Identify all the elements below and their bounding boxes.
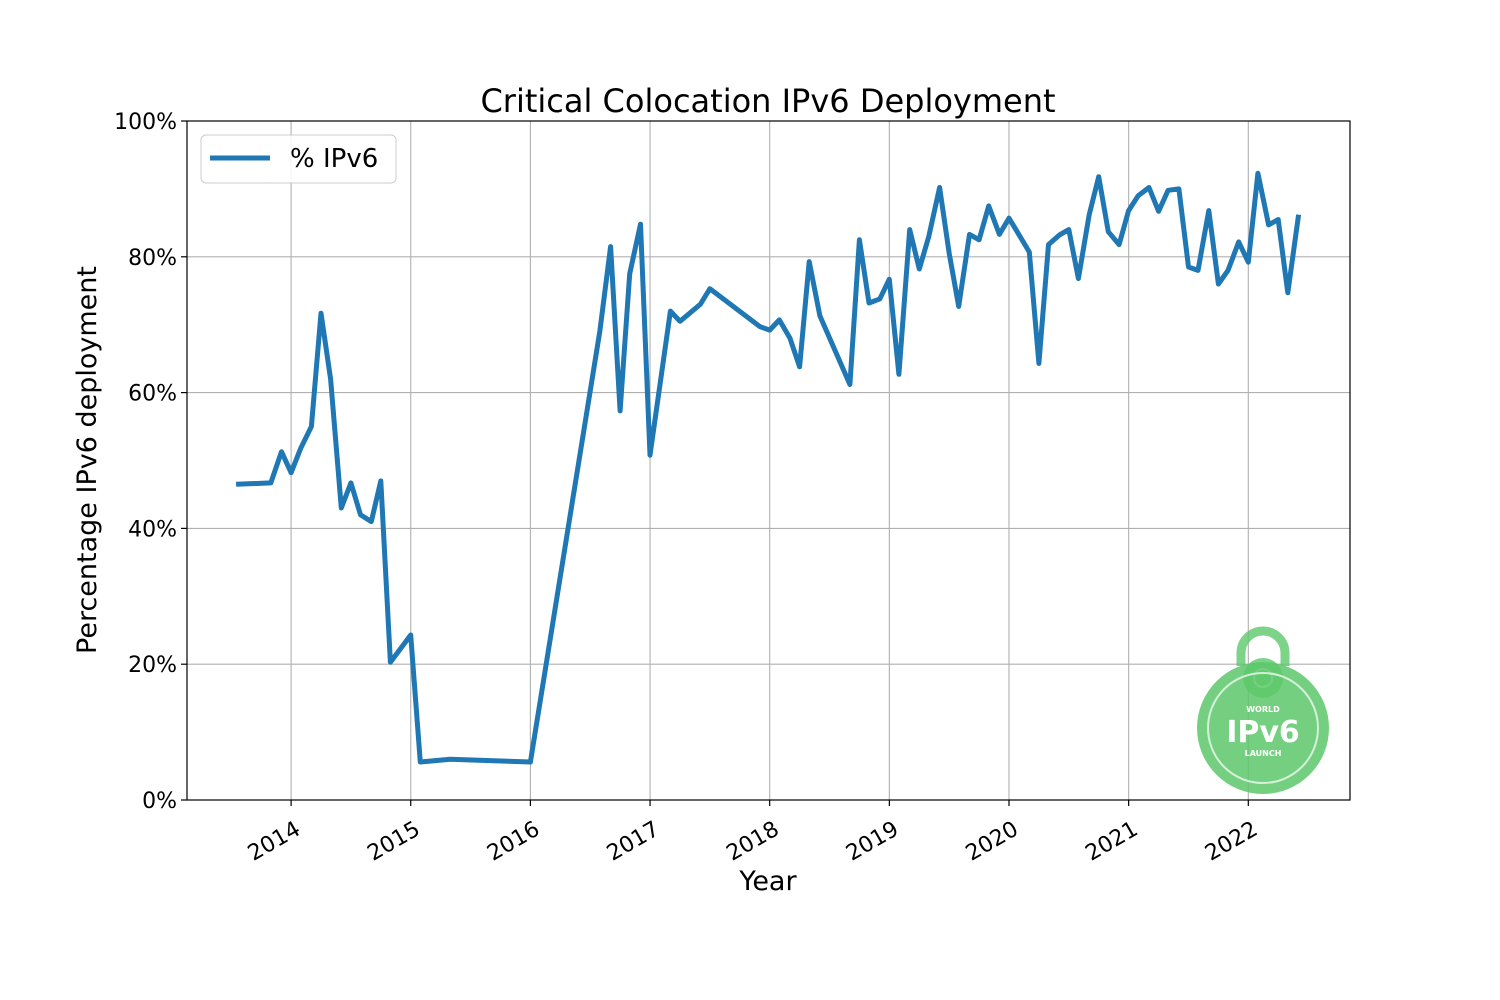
y-tick-label: 80% xyxy=(128,246,177,271)
y-tick-label: 20% xyxy=(128,653,177,678)
y-axis-label: Percentage IPv6 deployment xyxy=(72,266,103,654)
y-tick-label: 0% xyxy=(142,789,177,814)
y-tick-label: 60% xyxy=(128,382,177,407)
plot-frame xyxy=(186,120,1351,801)
legend: % IPv6 xyxy=(200,134,397,184)
y-axis: 0% 20% 40% 60% 80% 100% xyxy=(114,110,187,814)
series-line xyxy=(235,170,1302,765)
y-tick-label: 100% xyxy=(114,110,177,135)
series-layer xyxy=(235,170,1302,765)
badge-bottom-text: LAUNCH xyxy=(1245,749,1282,758)
y-tick-label: 40% xyxy=(128,517,177,542)
badge-inner-ring xyxy=(1207,672,1319,784)
badge-top-text: WORLD xyxy=(1246,705,1280,714)
chart-title: Critical Colocation IPv6 Deployment xyxy=(480,82,1055,120)
legend-box xyxy=(200,134,397,184)
legend-label: % IPv6 xyxy=(290,144,378,174)
x-axis-label: Year xyxy=(738,866,797,897)
badge-main-text: IPv6 xyxy=(1226,715,1300,750)
badge-shackle xyxy=(1236,626,1290,666)
badge-body xyxy=(1197,662,1329,794)
